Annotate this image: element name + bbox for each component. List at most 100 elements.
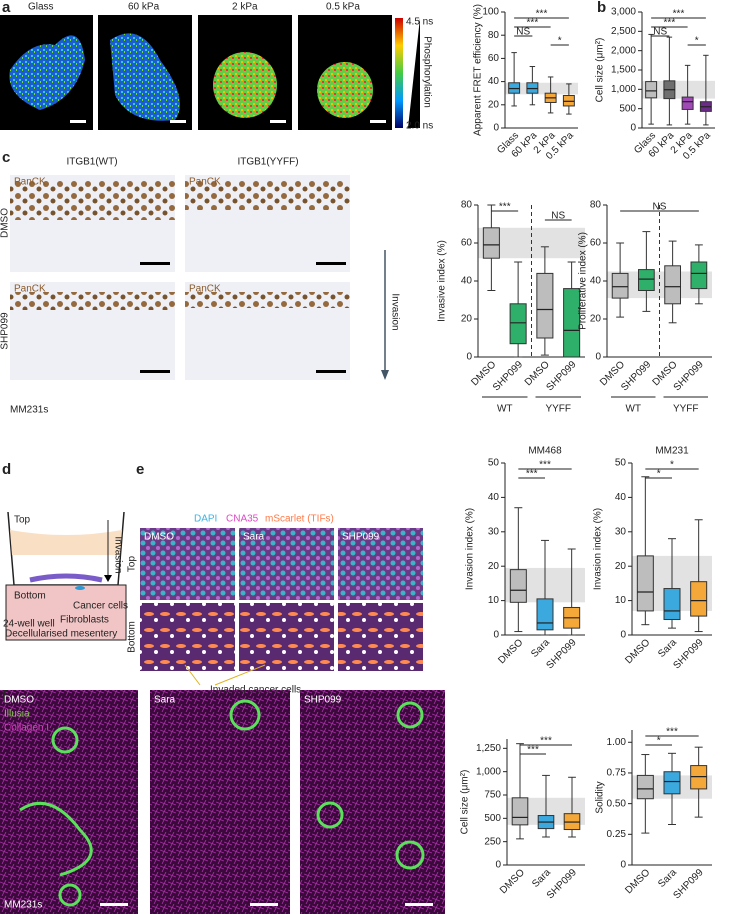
x-tick-label: SHP099 xyxy=(672,359,706,393)
row-label: DMSO xyxy=(0,208,11,238)
significance-label: *** xyxy=(540,736,552,747)
y-tick-label: 0.75 xyxy=(607,768,627,779)
y-tick-label: 20 xyxy=(488,99,500,110)
x-tick-label: DMSO xyxy=(498,867,527,896)
panel-label: c xyxy=(2,149,10,166)
x-tick-label: DMSO xyxy=(623,637,652,666)
y-tick-label: 40 xyxy=(615,492,627,503)
y-tick-label: 20 xyxy=(488,561,500,572)
box xyxy=(611,272,629,299)
image-label: 0.5 kPa xyxy=(326,2,360,13)
y-tick-label: 1,250 xyxy=(476,743,501,754)
image-label: SHP099 xyxy=(342,532,380,543)
row-label: Top xyxy=(127,556,138,573)
y-axis-label: Cell size (μm²) xyxy=(460,770,471,835)
y-tick-label: 3,000 xyxy=(611,7,636,18)
cell-line: MM231s xyxy=(4,900,42,911)
legend-text: MM468s xyxy=(145,514,183,525)
image-label: 2 kPa xyxy=(232,2,258,13)
y-tick-label: 50 xyxy=(488,458,500,469)
legend-text: Illusia xyxy=(4,709,30,720)
static-texts: a b c d e f Glass 60 kPa 2 kPa 0.5 kPa 4… xyxy=(0,0,607,911)
panel-label: e xyxy=(136,461,144,478)
image-label: Sara xyxy=(154,695,176,706)
significance-label: *** xyxy=(536,9,548,20)
panel-d-diagram xyxy=(5,511,127,641)
box xyxy=(663,771,681,795)
y-tick-label: 2,000 xyxy=(611,45,636,56)
y-tick-label: 0 xyxy=(495,860,501,871)
image-label: 60 kPa xyxy=(128,2,160,13)
y-tick-label: 1.00 xyxy=(607,737,627,748)
diagram-label: Fibroblasts xyxy=(60,615,109,626)
diagram-label: Decellularised mesentery xyxy=(5,629,117,640)
diagram-label: 24-well well xyxy=(3,619,55,630)
y-tick-label: 500 xyxy=(484,813,501,824)
box xyxy=(636,774,654,800)
panel-label: d xyxy=(2,461,11,478)
significance-label: *** xyxy=(527,18,539,29)
box xyxy=(638,269,655,292)
x-tick-label: SHP099 xyxy=(672,867,706,901)
box xyxy=(509,569,527,603)
significance-label: *** xyxy=(539,460,551,471)
cell-line: MM231s xyxy=(10,405,48,416)
x-tick-label: DMSO xyxy=(623,867,652,896)
box xyxy=(645,81,658,99)
box xyxy=(536,272,554,339)
significance-label: *** xyxy=(499,202,511,213)
box xyxy=(681,96,694,110)
y-tick-label: 10 xyxy=(488,595,500,606)
image-label: SHP099 xyxy=(304,695,342,706)
box xyxy=(664,265,681,305)
arrow-label: Invasion xyxy=(389,293,400,330)
y-tick-label: 2,500 xyxy=(611,26,636,37)
panel-e-images xyxy=(140,528,423,686)
y-tick-label: 40 xyxy=(488,492,500,503)
image-label: DMSO xyxy=(144,532,174,543)
y-tick-label: 80 xyxy=(590,200,602,211)
x-tick-label: SHP099 xyxy=(544,359,578,393)
y-tick-label: 20 xyxy=(461,314,473,325)
box xyxy=(636,555,654,612)
y-tick-label: 0 xyxy=(620,630,626,641)
reference-band xyxy=(505,82,578,95)
legend-text: DAPI xyxy=(194,514,217,525)
y-tick-label: 40 xyxy=(590,276,602,287)
diagram-label: Cancer cells xyxy=(73,601,128,612)
column-label: ITGB1(WT) xyxy=(66,157,117,168)
box xyxy=(511,797,529,826)
box xyxy=(482,227,500,259)
colorbar-title: Phosphorylation xyxy=(421,36,432,108)
y-tick-label: 0 xyxy=(630,123,636,134)
legend-text: Collagen I xyxy=(4,723,49,734)
colorbar-label: 4.5 ns xyxy=(406,17,433,28)
significance-label: NS xyxy=(653,27,667,38)
significance-label: *** xyxy=(527,745,539,756)
x-tick-label: SHP099 xyxy=(672,637,706,671)
image-label: Sara xyxy=(243,532,265,543)
y-axis-label: Solidity xyxy=(595,781,606,813)
y-tick-label: 40 xyxy=(488,76,500,87)
chart-title: MM231 xyxy=(655,446,689,457)
y-axis-label: Cell size (μm²) xyxy=(595,38,606,103)
diagram-label: Invasion xyxy=(112,536,123,573)
legend-text: DMSO xyxy=(4,695,34,706)
row-label: Bottom xyxy=(127,621,138,653)
image-label: Glass xyxy=(28,2,54,13)
y-tick-label: 80 xyxy=(461,200,473,211)
x-tick-label: SHP099 xyxy=(619,359,653,393)
y-tick-label: 100 xyxy=(482,7,499,18)
y-tick-label: 0.50 xyxy=(607,798,627,809)
legend-text: mScarlet (TIFs) xyxy=(265,514,334,525)
significance-label: *** xyxy=(673,9,685,20)
panel-a-images xyxy=(0,15,420,130)
y-tick-label: 30 xyxy=(488,526,500,537)
y-axis-label: Invasion index (%) xyxy=(465,508,476,590)
significance-label: * xyxy=(695,36,699,47)
x-tick-label: Sara xyxy=(530,867,553,890)
y-tick-label: 250 xyxy=(484,836,501,847)
column-label: ITGB1(YYFF) xyxy=(237,157,298,168)
colorbar-label: 2.0 ns xyxy=(406,121,433,132)
y-tick-label: 10 xyxy=(615,595,627,606)
